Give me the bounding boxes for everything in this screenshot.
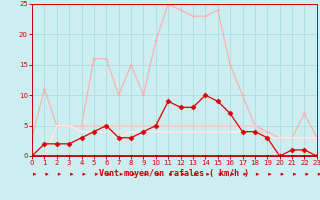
X-axis label: Vent moyen/en rafales ( km/h ): Vent moyen/en rafales ( km/h ) (100, 169, 249, 178)
